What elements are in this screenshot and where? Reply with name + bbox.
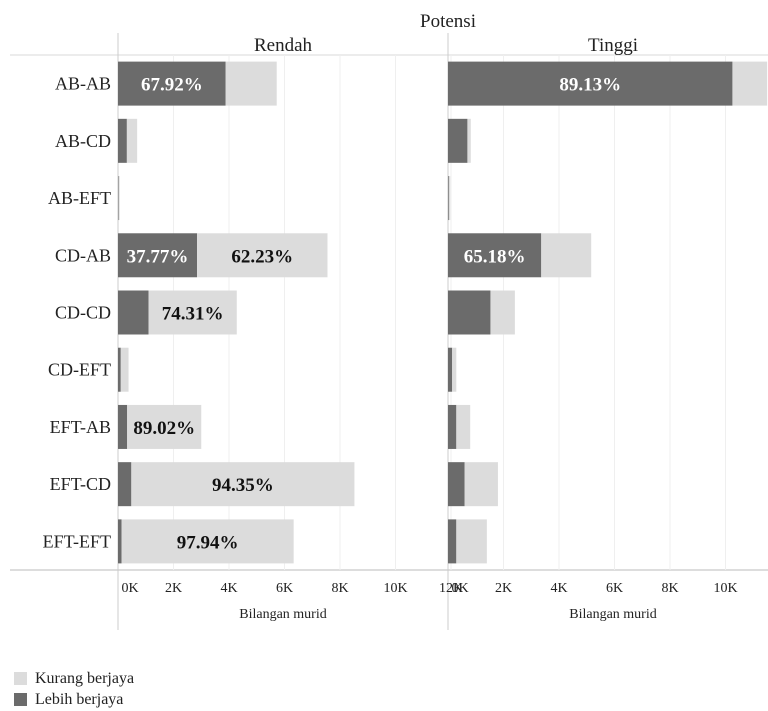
bar-lebih-berjaya [118, 61, 226, 106]
bar-kurang-berjaya [148, 290, 237, 335]
x-tick-label: 6K [606, 581, 623, 596]
x-tick-label: 6K [276, 581, 293, 596]
data-label-lebih: 67.92% [141, 75, 203, 96]
x-tick-label: 10K [713, 581, 737, 596]
bar-lebih-berjaya [448, 61, 733, 106]
bar-lebih-berjaya [118, 519, 122, 564]
bar-kurang-berjaya [126, 118, 138, 163]
category-label: CD-CD [55, 303, 111, 323]
bar-kurang-berjaya [456, 404, 471, 449]
x-tick-label: 8K [331, 581, 348, 596]
bar-lebih-berjaya [448, 290, 491, 335]
bar-lebih-berjaya [118, 290, 149, 335]
data-label-kurang: 94.35% [212, 475, 274, 496]
bar-lebih-berjaya [118, 347, 121, 392]
bar-kurang-berjaya [121, 519, 294, 564]
x-tick-label: 2K [495, 581, 512, 596]
x-tick-label: 0K [451, 581, 468, 596]
category-label: EFT-EFT [43, 531, 111, 551]
bar-kurang-berjaya [448, 176, 451, 221]
bar-kurang-berjaya [127, 404, 202, 449]
bar-kurang-berjaya [456, 519, 487, 564]
data-label-kurang: 97.94% [177, 532, 239, 553]
bar-kurang-berjaya [120, 347, 129, 392]
bar-lebih-berjaya [118, 404, 128, 449]
data-label-lebih: 37.77% [127, 246, 189, 267]
x-tick-label: 4K [220, 581, 237, 596]
legend-item-lebih: Lebih berjaya [14, 689, 134, 710]
x-axis-label: Bilangan murid [569, 607, 657, 622]
chart: Potensi AB-AB AB-CD AB-EFT CD-AB CD-CD CD-EFT… [10, 11, 768, 630]
bar-lebih-berjaya [448, 176, 449, 221]
bar-lebih-berjaya [448, 519, 457, 564]
data-label-kurang: 89.02% [133, 418, 195, 439]
data-label-lebih: 89.13% [559, 75, 621, 96]
panel-header: Rendah [254, 35, 313, 56]
bar-kurang-berjaya [490, 290, 515, 335]
bar-lebih-berjaya [448, 404, 457, 449]
bar-kurang-berjaya [541, 233, 592, 278]
data-label-lebih: 65.18% [464, 246, 526, 267]
bar-lebih-berjaya [118, 176, 119, 221]
category-label: CD-AB [55, 245, 111, 265]
bar-kurang-berjaya [118, 176, 120, 221]
bar-kurang-berjaya [225, 61, 277, 106]
category-label: CD-EFT [48, 360, 111, 380]
bar-lebih-berjaya [448, 118, 468, 163]
legend-item-kurang: Kurang berjaya [14, 668, 134, 689]
legend-label-kurang: Kurang berjaya [35, 670, 135, 687]
panel-header: Tinggi [588, 35, 638, 56]
bar-kurang-berjaya [197, 233, 328, 278]
bar-lebih-berjaya [118, 233, 198, 278]
data-label-kurang: 74.31% [162, 304, 224, 325]
legend-label-lebih: Lebih berjaya [35, 691, 124, 708]
category-label: AB-AB [55, 74, 111, 94]
x-tick-label: 2K [165, 581, 182, 596]
bar-kurang-berjaya [464, 462, 498, 507]
x-tick-label: 12K [439, 581, 463, 596]
bar-lebih-berjaya [448, 347, 453, 392]
x-tick-label: 10K [383, 581, 407, 596]
bar-kurang-berjaya [131, 462, 355, 507]
bar-lebih-berjaya [118, 118, 127, 163]
bar-kurang-berjaya [732, 61, 768, 106]
legend-swatch-kurang [14, 672, 27, 685]
category-label: AB-CD [55, 131, 111, 151]
bar-lebih-berjaya [118, 462, 132, 507]
bar-kurang-berjaya [452, 347, 457, 392]
category-label: AB-EFT [48, 188, 111, 208]
x-tick-label: 8K [661, 581, 678, 596]
bar-kurang-berjaya [467, 118, 471, 163]
x-axis-label: Bilangan murid [239, 607, 327, 622]
x-tick-label: 4K [550, 581, 567, 596]
x-tick-label: 0K [121, 581, 138, 596]
legend: Kurang berjaya Lebih berjaya [14, 668, 134, 710]
bar-lebih-berjaya [448, 233, 542, 278]
chart-title: Potensi [420, 11, 476, 32]
legend-swatch-lebih [14, 693, 27, 706]
category-label: EFT-AB [50, 417, 111, 437]
category-label: EFT-CD [50, 474, 111, 494]
data-label-kurang: 62.23% [231, 246, 293, 267]
bar-lebih-berjaya [448, 462, 465, 507]
